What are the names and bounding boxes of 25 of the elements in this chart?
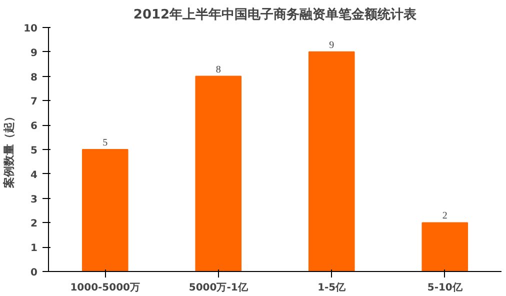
bar [308,51,355,272]
y-axis-title: 案例数量（起） [2,111,16,189]
x-tick-label: 5000万-1亿 [188,282,249,294]
data-label: 8 [216,64,221,76]
y-tick-label: 2 [30,218,38,230]
bar [195,76,242,272]
y-tick-label: 4 [30,170,38,181]
chart-title: 2012年上半年中国电子商务融资单笔金额统计表 [133,6,418,22]
y-tick-label: 5 [30,146,38,156]
y-tick-label: 0 [30,268,38,278]
y-tick-label: 8 [30,72,38,84]
x-tick-label: 1-5亿 [318,282,347,294]
bar [422,222,468,272]
y-tick-label: 6 [30,121,38,132]
x-tick-label: 5-10亿 [427,282,464,294]
y-tick-label: 7 [30,96,38,108]
y-tick-label: 10 [24,24,38,34]
y-tick-label: 3 [30,194,38,206]
y-tick-label: 9 [30,48,38,59]
x-tick-label: 1000-5000万 [70,282,140,294]
bar [82,149,128,272]
data-label: 9 [329,40,334,51]
data-label: 2 [442,210,448,222]
data-label: 5 [102,138,108,148]
y-tick-label: 1 [30,243,38,254]
